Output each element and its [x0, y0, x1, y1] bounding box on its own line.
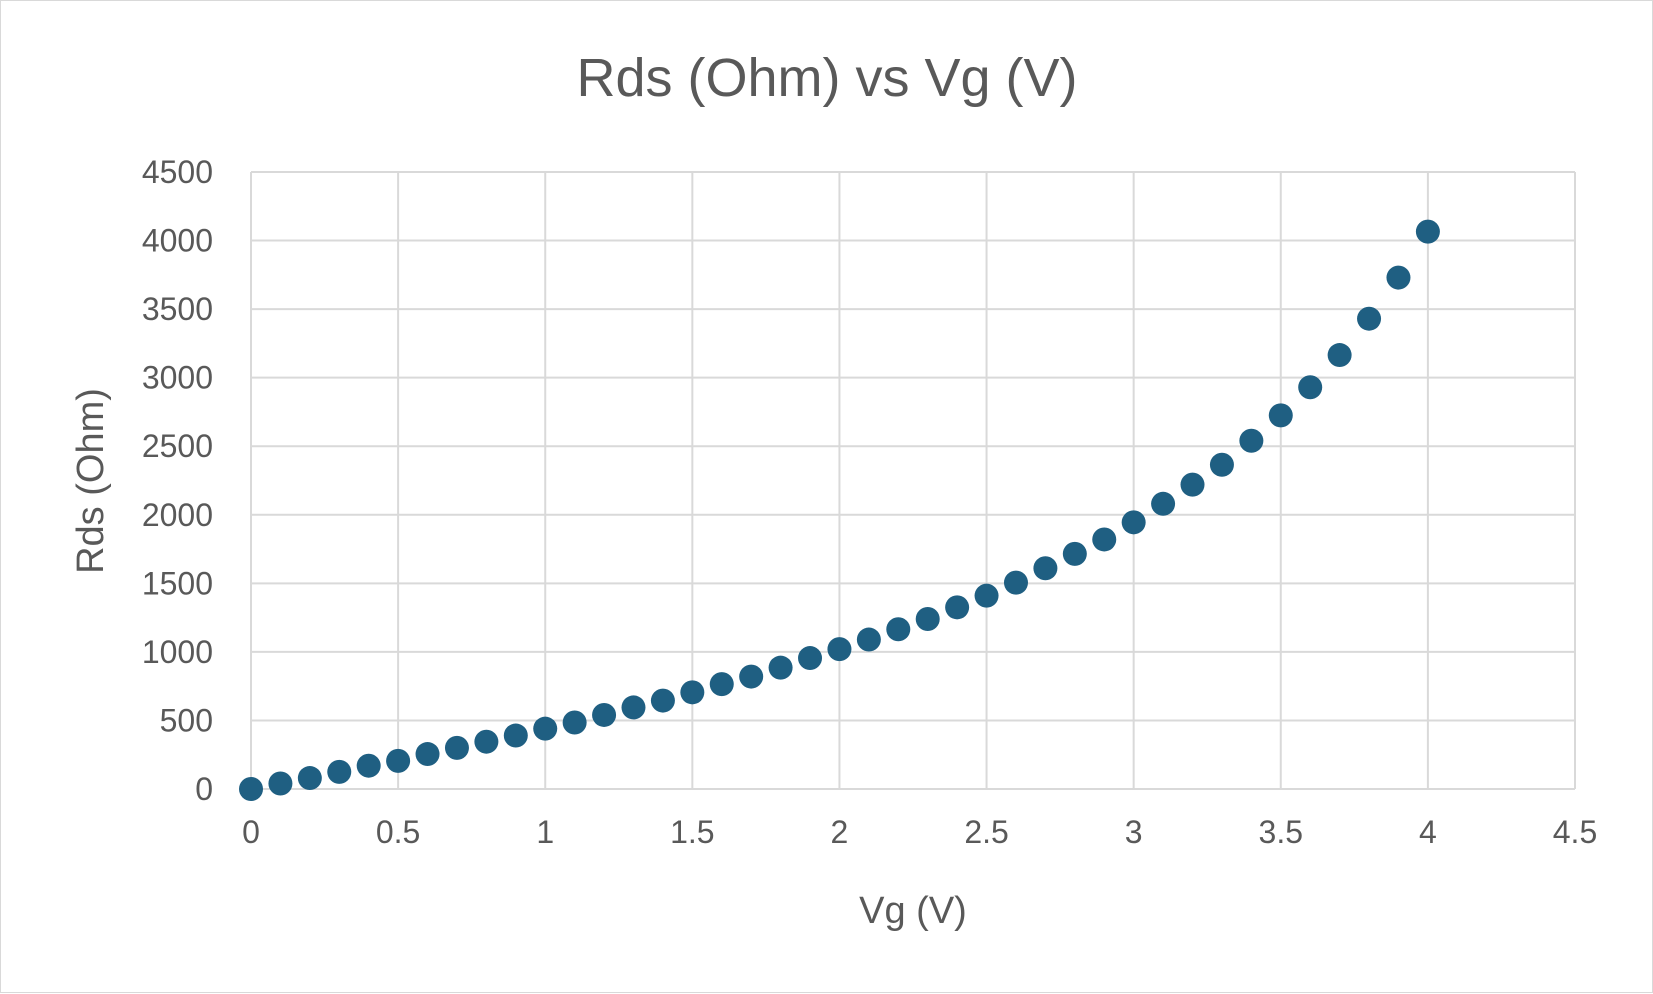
data-point	[856, 627, 881, 652]
y-tick-label: 4000	[142, 223, 213, 259]
data-point	[1033, 556, 1058, 581]
x-tick-label: 1	[536, 814, 554, 850]
data-point	[1357, 306, 1382, 331]
data-point	[1268, 403, 1293, 428]
data-point	[1298, 375, 1323, 400]
data-point	[680, 680, 705, 705]
x-tick-label: 0.5	[376, 814, 420, 850]
data-point	[1415, 219, 1440, 244]
data-point	[239, 777, 263, 801]
x-tick-label: 2.5	[964, 814, 1008, 850]
data-point	[1151, 491, 1176, 516]
data-point	[297, 766, 322, 791]
data-point	[356, 753, 381, 778]
y-tick-label: 0	[195, 771, 213, 807]
y-tick-label: 500	[160, 702, 213, 738]
data-point	[592, 702, 617, 727]
data-point	[533, 716, 558, 741]
x-tick-label: 2	[831, 814, 849, 850]
data-point	[945, 595, 970, 620]
data-point	[1239, 428, 1264, 453]
data-point	[1209, 452, 1234, 477]
data-point	[1327, 343, 1352, 368]
x-axis-title: Vg (V)	[859, 890, 967, 932]
chart-title: Rds (Ohm) vs Vg (V)	[576, 48, 1077, 108]
y-axis-title: Rds (Ohm)	[70, 388, 112, 574]
data-point	[1121, 510, 1146, 535]
y-tick-label: 3000	[142, 360, 213, 396]
y-tick-label: 4500	[142, 154, 213, 190]
x-axis-ticks: 0 0.5 1 1.5 2 2.5 3 3.5 4 4.5	[242, 814, 1597, 850]
data-point	[974, 583, 999, 608]
y-tick-label: 2500	[142, 428, 213, 464]
data-point	[709, 672, 734, 697]
data-point	[444, 735, 469, 760]
data-point	[798, 646, 823, 671]
data-point	[415, 742, 440, 767]
data-point	[327, 759, 352, 784]
data-point	[474, 729, 499, 754]
data-point	[1180, 472, 1205, 497]
y-axis-ticks: 0 500 1000 1500 2000 2500 3000 3500 4000 4500	[142, 154, 213, 807]
data-point	[886, 617, 911, 642]
data-point	[915, 606, 940, 631]
data-point	[1386, 265, 1411, 290]
x-tick-label: 1.5	[670, 814, 714, 850]
y-tick-label: 3500	[142, 291, 213, 327]
x-tick-label: 4.5	[1553, 814, 1597, 850]
data-point	[1092, 527, 1117, 552]
x-tick-label: 3.5	[1259, 814, 1303, 850]
y-tick-label: 2000	[142, 497, 213, 533]
x-tick-label: 0	[242, 814, 260, 850]
data-point	[503, 723, 528, 748]
data-point	[827, 637, 852, 662]
y-tick-label: 1000	[142, 634, 213, 670]
x-tick-label: 4	[1419, 814, 1437, 850]
data-point	[1003, 570, 1028, 595]
data-point	[268, 771, 293, 796]
data-points	[239, 219, 1440, 801]
x-tick-label: 3	[1125, 814, 1143, 850]
y-tick-label: 1500	[142, 565, 213, 601]
data-point	[768, 655, 793, 680]
data-point	[621, 695, 646, 720]
gridlines	[250, 171, 1576, 790]
data-point	[650, 688, 675, 713]
data-point	[1062, 541, 1087, 566]
data-point	[739, 664, 764, 689]
data-point	[562, 710, 587, 735]
data-point	[386, 748, 411, 773]
